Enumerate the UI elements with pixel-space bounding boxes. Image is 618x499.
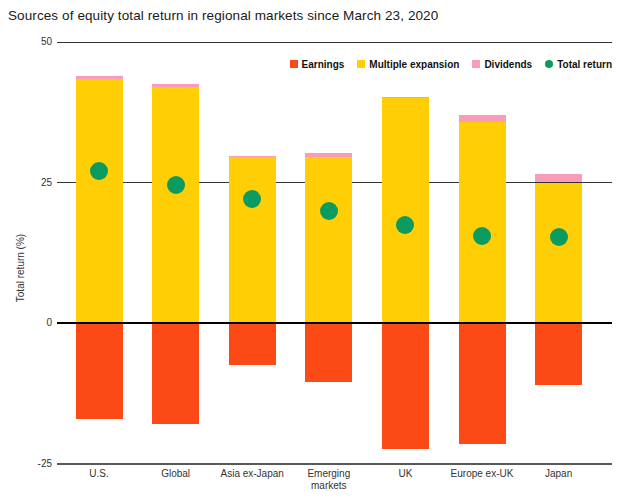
y-tick-label: 25 <box>6 177 52 188</box>
x-axis-label: U.S. <box>63 468 135 480</box>
y-tick-label: -25 <box>6 458 52 469</box>
legend-item-earnings: Earnings <box>290 59 345 70</box>
x-axis-label: Emerging markets <box>293 468 365 491</box>
bar-segment-dividends <box>305 153 352 157</box>
x-axis-label: Global <box>140 468 212 480</box>
legend-label: Multiple expansion <box>369 59 459 70</box>
bar-segment-earnings <box>229 323 276 365</box>
total-return-dot <box>167 176 185 194</box>
legend-item-multiple-expansion: Multiple expansion <box>357 59 459 70</box>
bar-segment-multiple-expansion <box>535 183 582 324</box>
total-return-dot <box>550 228 568 246</box>
x-axis-label: Europe ex-UK <box>446 468 518 480</box>
equity-return-chart: Sources of equity total return in region… <box>0 0 618 499</box>
x-axis-label: UK <box>369 468 441 480</box>
x-axis-label: Asia ex-Japan <box>216 468 288 480</box>
gridline <box>57 42 612 43</box>
plot-area: Total return (%) 50250-25 U.S.GlobalAsia… <box>0 0 618 499</box>
dividends-swatch-icon <box>472 60 480 68</box>
total-return-dot <box>320 202 338 220</box>
gridline <box>57 463 612 465</box>
bar-segment-multiple-expansion <box>76 79 123 323</box>
legend-item-total-return: Total return <box>545 59 612 70</box>
bar-segment-earnings <box>305 323 352 382</box>
y-tick-label: 0 <box>6 317 52 328</box>
bar-segment-dividends <box>535 174 582 182</box>
bar-segment-earnings <box>535 323 582 385</box>
zero-gridline <box>57 322 612 324</box>
multiple-expansion-swatch-icon <box>357 60 365 68</box>
bar-segment-multiple-expansion <box>305 157 352 323</box>
bar-segment-earnings <box>152 323 199 424</box>
bar-segment-dividends <box>459 115 506 122</box>
bar-segment-dividends <box>152 84 199 87</box>
bar-segment-multiple-expansion <box>229 157 276 323</box>
bar-segment-multiple-expansion <box>382 98 429 323</box>
bar-segment-multiple-expansion <box>459 122 506 323</box>
legend-label: Earnings <box>302 59 345 70</box>
bar-segment-multiple-expansion <box>152 87 199 323</box>
legend-label: Dividends <box>484 59 532 70</box>
x-axis-label: Japan <box>523 468 595 480</box>
total-return-dot <box>396 216 414 234</box>
total-return-dot <box>473 227 491 245</box>
bar-segment-dividends <box>382 97 429 98</box>
bar-segment-dividends <box>76 76 123 79</box>
legend-item-dividends: Dividends <box>472 59 532 70</box>
legend-label: Total return <box>557 59 612 70</box>
total-return-dot-icon <box>545 60 553 68</box>
earnings-swatch-icon <box>290 60 298 68</box>
chart-legend: Earnings Multiple expansion Dividends To… <box>290 57 612 71</box>
bar-segment-earnings <box>76 323 123 419</box>
bar-segment-earnings <box>382 323 429 449</box>
bar-segment-earnings <box>459 323 506 444</box>
bar-segment-dividends <box>229 156 276 157</box>
y-tick-label: 50 <box>6 36 52 47</box>
